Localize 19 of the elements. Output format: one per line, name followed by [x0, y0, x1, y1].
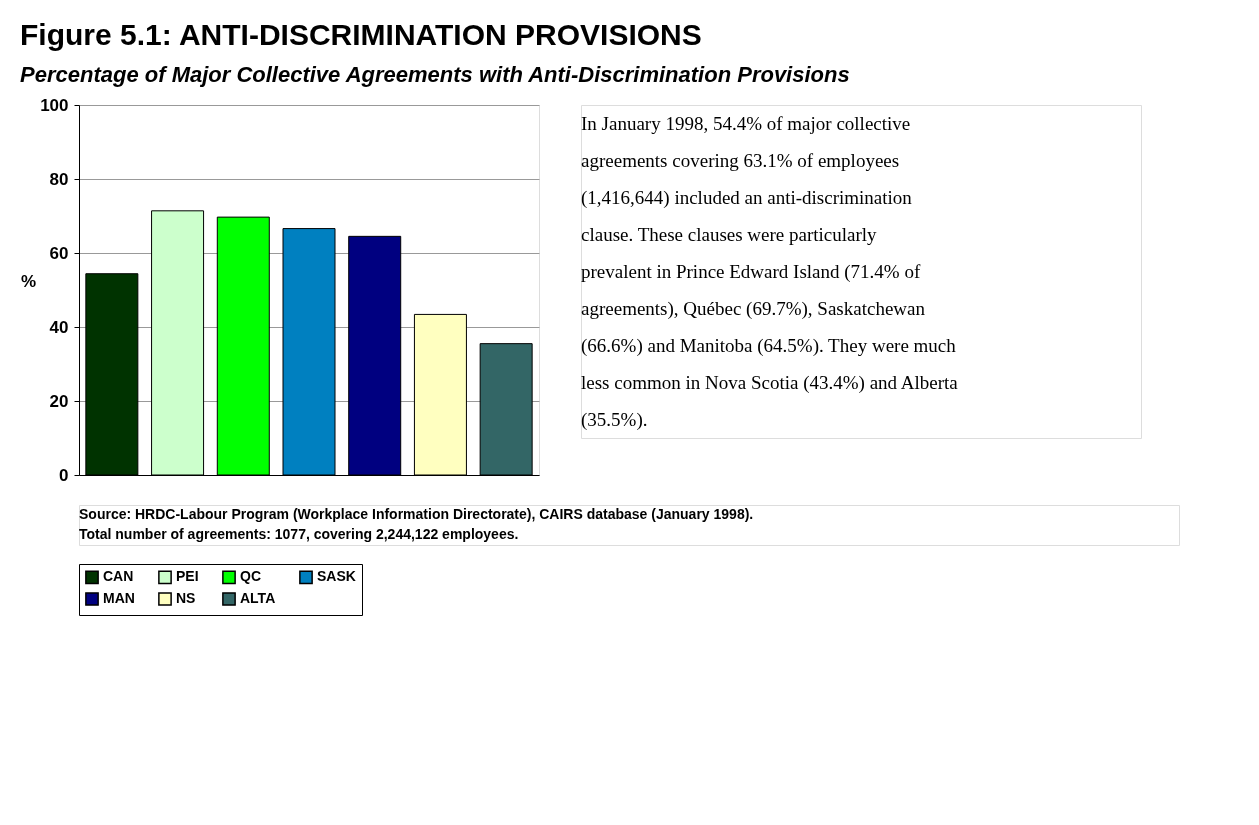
- text: Total number of agreements: 1077, covering 2,244,122 employees.: [79, 526, 519, 542]
- y-tick-label: 100: [40, 95, 69, 115]
- chart-subtitle: Percentage of Major Collective Agreements with Anti-Discrimination Provisions: [20, 61, 850, 87]
- legend-label: CAN: [103, 568, 134, 585]
- legend-label: PEI: [176, 568, 199, 585]
- chart-title: Figure 5.1: ANTI-DISCRIMINATION PROVISIONS: [20, 17, 702, 51]
- source-note: Source: HRDC-Labour Program (Workplace Information Directorate), CAIRS database (January 1998).: [79, 506, 754, 522]
- y-tick-label: 80: [49, 169, 69, 189]
- y-tick-label: 20: [49, 391, 69, 411]
- y-tick-label: 60: [49, 243, 69, 263]
- y-tick-label: 0: [59, 465, 69, 485]
- legend-label: QC: [240, 568, 261, 585]
- legend-label: NS: [176, 590, 196, 606]
- y-axis-title: %: [21, 271, 37, 291]
- legend-label: SASK: [317, 568, 356, 585]
- legend-label: MAN: [103, 590, 135, 606]
- text: In January 1998, 54.4% of major collective agreements covering 63.1% of employees (1,416,644) included an anti-discrimination clause. These clauses were particularly prevalent in Prince Edward Island (71.4% of agreements), Québec (69.7%), Saskatchewan (66.6%) and Manitoba (64.5%). They were much less common in Nova Scotia (43.4%) and Alberta (35.5%).: [581, 112, 958, 430]
- y-tick-label: 40: [49, 317, 69, 337]
- legend-label: ALTA: [240, 590, 276, 606]
